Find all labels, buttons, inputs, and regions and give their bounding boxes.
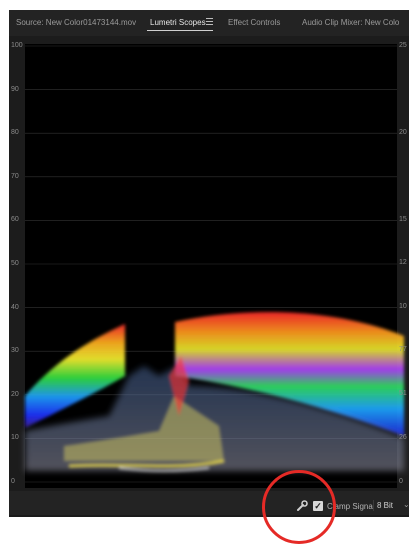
- right-scale-label: 77: [399, 346, 407, 353]
- chevron-down-icon[interactable]: ⌄: [403, 500, 409, 509]
- right-scale-label: 0: [399, 478, 403, 485]
- right-scale-label: 26: [399, 434, 407, 441]
- right-scale-label: 15: [399, 216, 407, 223]
- right-scale-label: 51: [399, 390, 407, 397]
- right-scale-label: 10: [399, 303, 407, 310]
- left-scale-label: 90: [11, 85, 19, 93]
- left-scale-label: 40: [11, 303, 19, 311]
- left-scale-label: 60: [11, 216, 19, 224]
- tab-effect-controls[interactable]: Effect Controls: [228, 18, 281, 27]
- left-scale-label: 50: [11, 260, 19, 267]
- left-scale-label: 70: [11, 172, 19, 180]
- tab-source[interactable]: Source: New Color01473144.mov: [16, 18, 137, 27]
- waveform-scope: 100 90 80 70 60 50 40 30 20 10 0 25 20 15 12 10 77 51 26 0: [9, 36, 409, 491]
- left-scale-label: 0: [11, 478, 15, 485]
- hamburger-menu-icon[interactable]: [206, 18, 213, 27]
- right-scale-label: 25: [399, 42, 407, 49]
- right-scale-label: 12: [399, 259, 407, 266]
- panel-bottom-edge: [9, 515, 409, 517]
- left-scale-label: 30: [11, 347, 19, 355]
- left-scale-label: 80: [11, 129, 19, 137]
- waveform-trace: [25, 312, 404, 472]
- left-scale-label: 10: [11, 434, 19, 442]
- panel-tab-bar: Source: New Color01473144.mov Lumetri Sc…: [9, 10, 409, 36]
- tab-audio-clip-mixer[interactable]: Audio Clip Mixer: New Colo: [302, 18, 400, 27]
- clamp-signal-label: Clamp Signal: [327, 502, 375, 511]
- right-scale-label: 20: [399, 129, 407, 136]
- left-scale-label: 100: [11, 42, 23, 49]
- lumetri-scopes-panel: Source: New Color01473144.mov Lumetri Sc…: [9, 10, 409, 517]
- tab-lumetri-scopes[interactable]: Lumetri Scopes: [150, 18, 206, 27]
- active-tab-underline: [147, 30, 213, 31]
- waveform-display: [25, 44, 404, 488]
- bit-depth-select[interactable]: 8 Bit: [373, 500, 396, 511]
- left-scale-label: 20: [11, 390, 19, 398]
- annotation-highlight-circle: [262, 470, 336, 544]
- scope-bottom-toolbar: [9, 491, 409, 517]
